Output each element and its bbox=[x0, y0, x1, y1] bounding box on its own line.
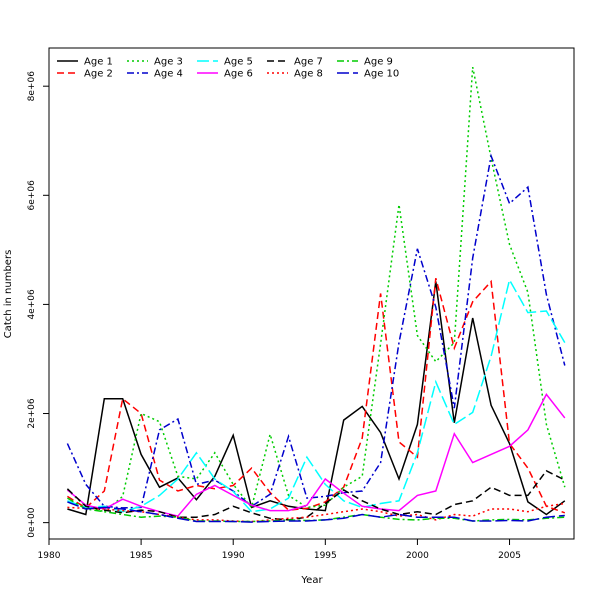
legend-label: Age 3 bbox=[154, 57, 183, 68]
legend-item-age-10: Age 10 bbox=[337, 69, 399, 80]
legend-label: Age 2 bbox=[84, 69, 113, 80]
legend-item-age-2: Age 2 bbox=[57, 69, 113, 80]
legend-item-age-3: Age 3 bbox=[127, 57, 183, 68]
x-tick-label: 1985 bbox=[130, 551, 153, 561]
legend-label: Age 9 bbox=[364, 57, 393, 68]
y-axis: 0e+00 2e+06 4e+06 6e+06 8e+06 bbox=[27, 71, 50, 538]
series-line-age-1 bbox=[67, 281, 566, 516]
x-tick-label: 2005 bbox=[498, 551, 521, 561]
legend-label: Age 7 bbox=[294, 57, 323, 68]
x-axis-title: Year bbox=[300, 575, 323, 586]
y-tick-label: 4e+06 bbox=[27, 289, 37, 320]
legend-item-age-8: Age 8 bbox=[267, 69, 323, 80]
series-layer bbox=[66, 66, 566, 523]
series-line-age-3 bbox=[66, 66, 566, 513]
legend-item-age-6: Age 6 bbox=[197, 69, 253, 80]
series-line-age-10 bbox=[67, 501, 565, 523]
y-axis-title: Catch in numbers bbox=[3, 250, 14, 339]
y-tick-label: 6e+06 bbox=[27, 180, 37, 211]
x-tick-label: 2000 bbox=[406, 551, 429, 561]
series-line-age-4 bbox=[66, 153, 566, 509]
legend-label: Age 4 bbox=[154, 69, 183, 80]
legend-item-age-4: Age 4 bbox=[127, 69, 183, 80]
legend-label: Age 10 bbox=[364, 69, 399, 80]
x-axis: 1980 1985 1990 1995 2000 2005 bbox=[38, 538, 521, 561]
x-tick-label: 1990 bbox=[222, 551, 245, 561]
legend-item-age-1: Age 1 bbox=[57, 57, 113, 68]
series-line-age-2 bbox=[67, 278, 566, 514]
legend-label: Age 5 bbox=[224, 57, 253, 68]
legend-item-age-5: Age 5 bbox=[197, 57, 253, 68]
legend-label: Age 8 bbox=[294, 69, 323, 80]
plot-frame bbox=[48, 47, 575, 540]
y-tick-label: 0e+00 bbox=[27, 507, 37, 538]
y-tick-label: 8e+06 bbox=[27, 71, 37, 102]
series-line-age-9 bbox=[67, 497, 565, 523]
legend-label: Age 1 bbox=[84, 57, 113, 68]
y-tick-label: 2e+06 bbox=[27, 398, 37, 429]
legend-label: Age 6 bbox=[224, 69, 253, 80]
legend-item-age-7: Age 7 bbox=[267, 57, 323, 68]
series-line-age-7 bbox=[66, 469, 566, 521]
x-tick-label: 1995 bbox=[314, 551, 337, 561]
x-tick-label: 1980 bbox=[38, 551, 61, 561]
series-line-age-6 bbox=[66, 393, 566, 517]
legend-item-age-9: Age 9 bbox=[337, 57, 393, 68]
series-line-age-5 bbox=[67, 277, 566, 513]
